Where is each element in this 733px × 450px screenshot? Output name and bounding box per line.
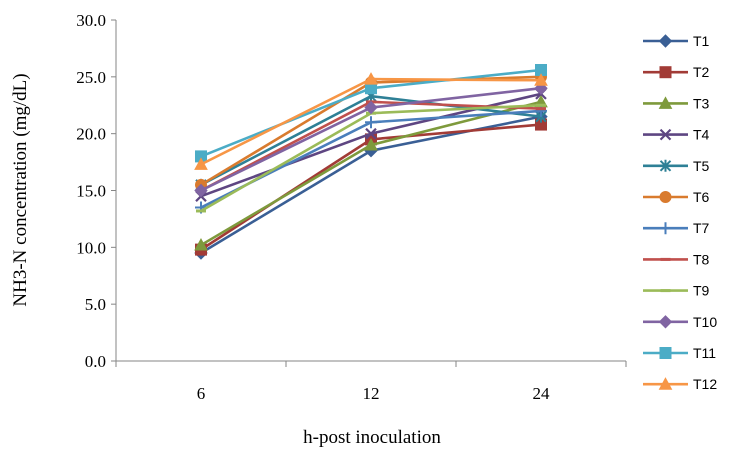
x-axis-title: h-post inoculation: [303, 427, 441, 448]
data-point: [194, 157, 208, 170]
y-axis-title: NH3-N concentration (mg/dL): [10, 73, 31, 306]
y-tick-label: 20.0: [76, 125, 106, 144]
legend-item-t4: T4: [643, 127, 710, 143]
legend-swatch-marker: [659, 128, 672, 141]
legend-item-t5: T5: [643, 158, 710, 174]
data-point: [196, 209, 206, 213]
legend-swatch-marker: [659, 66, 672, 79]
legend-swatch-marker: [659, 159, 672, 172]
legend-label: T9: [693, 283, 710, 299]
legend-swatch-marker: [658, 34, 673, 48]
x-tick-label: 24: [533, 384, 551, 403]
series-t12: [194, 72, 548, 170]
legend-label: T11: [693, 345, 716, 361]
series: [194, 64, 548, 260]
legend-label: T4: [693, 127, 710, 143]
y-tick-label: 0.0: [85, 352, 106, 371]
legend-item-t3: T3: [643, 95, 710, 111]
data-point: [536, 107, 546, 111]
x-tick-label: 6: [197, 384, 206, 403]
data-point: [194, 183, 208, 198]
data-point: [534, 73, 548, 86]
legend-label: T6: [693, 189, 710, 205]
data-point: [365, 127, 377, 140]
legend-label: T5: [693, 158, 710, 174]
legend-swatch-marker: [659, 191, 672, 203]
y-ticks: 0.0 5.0 10.0 15.0 20.0 25.0 30.0: [76, 11, 116, 371]
legend-item-t8: T8: [643, 251, 710, 267]
legend-label: T8: [693, 251, 710, 267]
legend-swatch-marker: [660, 257, 671, 261]
legend-label: T7: [693, 220, 710, 236]
legend-item-t7: T7: [643, 220, 710, 236]
legend-swatch-marker: [660, 289, 671, 293]
data-point: [536, 103, 546, 107]
legend-item-t1: T1: [643, 33, 710, 49]
legend-label: T12: [693, 376, 717, 392]
legend-label: T1: [693, 33, 710, 49]
legend-item-t6: T6: [643, 189, 710, 205]
series-t10: [194, 81, 548, 198]
y-tick-label: 30.0: [76, 11, 106, 30]
y-tick-label: 5.0: [85, 295, 106, 314]
legend-label: T3: [693, 95, 710, 111]
legend-label: T2: [693, 64, 710, 80]
legend-item-t2: T2: [643, 64, 710, 80]
series-t11: [195, 64, 547, 163]
data-point: [364, 72, 378, 85]
data-point: [535, 104, 547, 117]
axes: [115, 20, 626, 362]
y-tick-label: 15.0: [76, 182, 106, 201]
x-ticks: 6 12 24: [115, 361, 627, 403]
legend-item-t10: T10: [643, 314, 717, 330]
legend-swatch-marker: [659, 222, 672, 235]
x-tick-label: 12: [363, 384, 380, 403]
legend-item-t11: T11: [643, 345, 716, 361]
legend-label: T10: [693, 314, 717, 330]
legend-item-t9: T9: [643, 283, 710, 299]
data-point: [364, 100, 378, 115]
legend-swatch-marker: [658, 315, 673, 329]
legend-swatch-marker: [659, 347, 672, 359]
data-point: [365, 116, 377, 129]
legend-item-t12: T12: [643, 376, 717, 392]
data-point: [364, 137, 378, 151]
y-tick-label: 25.0: [76, 68, 106, 87]
legend-swatch-marker: [658, 377, 673, 390]
data-point: [194, 238, 208, 251]
y-tick-label: 10.0: [76, 238, 106, 257]
legend-swatch-marker: [658, 96, 673, 109]
legend: T1 T2 T3 T4 T5 T6 T7 T8 T9 T10 T11 T12: [643, 33, 717, 392]
